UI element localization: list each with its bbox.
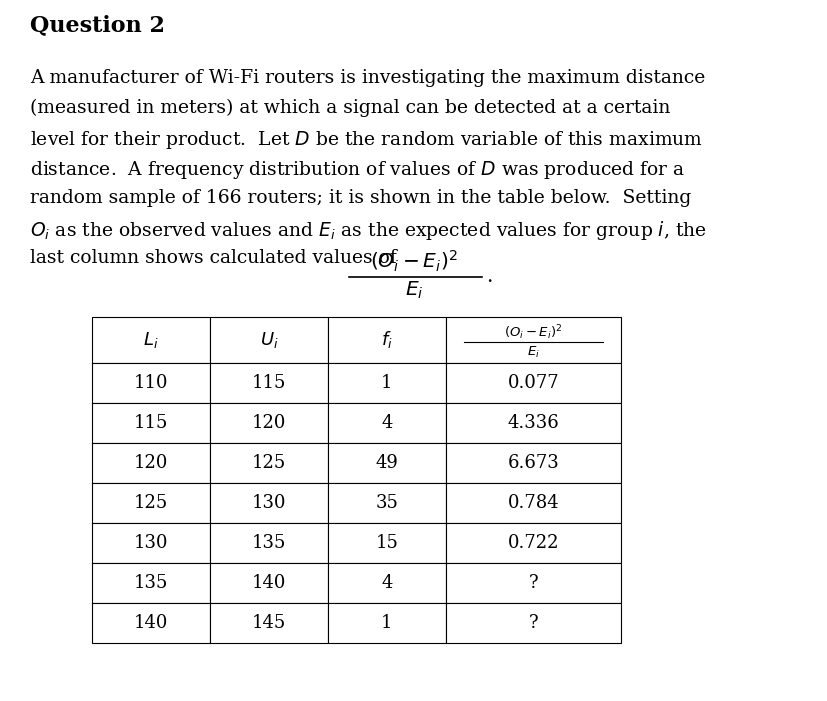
Text: 110: 110 <box>134 374 168 392</box>
Text: 0.077: 0.077 <box>507 374 558 392</box>
Bar <box>327 363 446 403</box>
Text: 135: 135 <box>251 534 286 552</box>
Text: 125: 125 <box>251 454 286 472</box>
Text: 130: 130 <box>134 534 168 552</box>
Text: $L_i$: $L_i$ <box>143 330 159 350</box>
Bar <box>446 523 620 563</box>
Bar <box>446 483 620 523</box>
Bar <box>210 563 327 603</box>
Bar <box>210 363 327 403</box>
Text: 4: 4 <box>381 414 392 432</box>
Text: 125: 125 <box>134 494 168 512</box>
Text: 140: 140 <box>251 574 286 592</box>
Bar <box>210 403 327 443</box>
Bar <box>327 483 446 523</box>
Text: $(O_i-E_i)^2$: $(O_i-E_i)^2$ <box>504 324 562 342</box>
Text: 115: 115 <box>134 414 168 432</box>
Text: 4: 4 <box>381 574 392 592</box>
Text: 120: 120 <box>134 454 168 472</box>
Text: 1: 1 <box>380 614 392 632</box>
Text: $E_i$: $E_i$ <box>527 344 539 360</box>
Bar <box>92 403 210 443</box>
Bar <box>327 603 446 643</box>
Bar <box>327 317 446 363</box>
Text: 15: 15 <box>375 534 398 552</box>
Bar <box>92 363 210 403</box>
Bar <box>210 443 327 483</box>
Text: $f_i$: $f_i$ <box>380 329 393 350</box>
Text: distance.  A frequency distribution of values of $D$ was produced for a: distance. A frequency distribution of va… <box>30 159 685 181</box>
Text: 35: 35 <box>375 494 398 512</box>
Text: 4.336: 4.336 <box>507 414 559 432</box>
Text: (measured in meters) at which a signal can be detected at a certain: (measured in meters) at which a signal c… <box>30 99 670 117</box>
Text: 0.784: 0.784 <box>507 494 558 512</box>
Text: $U_i$: $U_i$ <box>260 330 278 350</box>
Text: 135: 135 <box>134 574 168 592</box>
Text: 120: 120 <box>251 414 286 432</box>
Bar <box>92 523 210 563</box>
Bar <box>210 603 327 643</box>
Bar <box>446 317 620 363</box>
Bar <box>327 443 446 483</box>
Text: random sample of 166 routers; it is shown in the table below.  Setting: random sample of 166 routers; it is show… <box>30 189 691 207</box>
Bar <box>446 443 620 483</box>
Bar <box>92 563 210 603</box>
Text: 49: 49 <box>375 454 398 472</box>
Text: last column shows calculated values of: last column shows calculated values of <box>30 249 396 267</box>
Text: level for their product.  Let $D$ be the random variable of this maximum: level for their product. Let $D$ be the … <box>30 129 702 151</box>
Bar <box>92 317 210 363</box>
Bar <box>327 563 446 603</box>
Bar <box>446 363 620 403</box>
Text: .: . <box>485 268 492 287</box>
Text: $(O_i - E_i)^2$: $(O_i - E_i)^2$ <box>370 249 457 274</box>
Text: Question 2: Question 2 <box>30 14 165 36</box>
Bar <box>446 403 620 443</box>
Bar <box>446 563 620 603</box>
Text: 130: 130 <box>251 494 286 512</box>
Bar <box>210 483 327 523</box>
Text: $O_i$ as the observed values and $E_i$ as the expected values for group $i$, the: $O_i$ as the observed values and $E_i$ a… <box>30 219 706 242</box>
Bar <box>92 603 210 643</box>
Text: 0.722: 0.722 <box>507 534 558 552</box>
Text: 6.673: 6.673 <box>507 454 559 472</box>
Text: 1: 1 <box>380 374 392 392</box>
Text: A manufacturer of Wi-Fi routers is investigating the maximum distance: A manufacturer of Wi-Fi routers is inves… <box>30 69 705 87</box>
Text: 115: 115 <box>251 374 286 392</box>
Bar <box>210 317 327 363</box>
Bar <box>92 483 210 523</box>
Text: ?: ? <box>528 614 538 632</box>
Text: $E_i$: $E_i$ <box>404 280 423 301</box>
Text: 145: 145 <box>251 614 286 632</box>
Text: 140: 140 <box>134 614 168 632</box>
Bar <box>327 523 446 563</box>
Bar <box>92 443 210 483</box>
Bar <box>210 523 327 563</box>
Bar <box>327 403 446 443</box>
Bar <box>446 603 620 643</box>
Text: ?: ? <box>528 574 538 592</box>
